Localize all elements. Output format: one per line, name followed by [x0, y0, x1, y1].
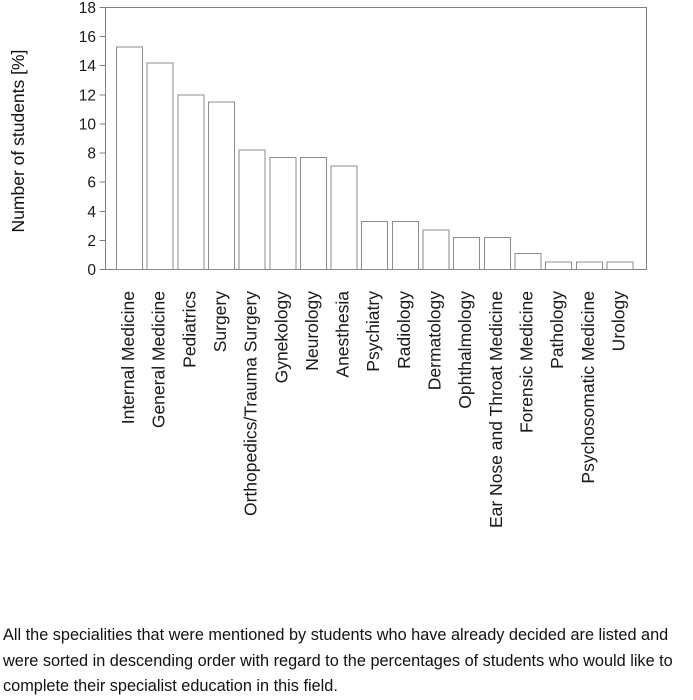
x-axis-label: Pathology	[547, 291, 567, 369]
x-axis-label: Surgery	[210, 291, 230, 353]
bar	[514, 252, 542, 271]
bars-group	[116, 46, 634, 271]
bar-chart: 0 2 4 6 8 10 12 14 16 18 Internal Medicine General…	[8, 0, 647, 528]
bar	[545, 261, 573, 271]
bar	[606, 261, 634, 271]
bar	[330, 165, 358, 270]
x-axis-label: Psychosomatic Medicine	[578, 291, 598, 484]
bar	[361, 220, 389, 270]
x-axis-label: Urology	[608, 291, 628, 352]
x-axis-label: Pediatrics	[179, 291, 199, 368]
bar	[483, 236, 511, 271]
x-axis-label: Forensic Medicine	[516, 291, 536, 433]
x-axis-label: Gynekology	[271, 291, 291, 384]
bar	[453, 236, 481, 271]
figure-caption: All the specialities that were mentioned…	[3, 626, 673, 695]
bar	[238, 149, 266, 270]
y-tick-label: 18	[79, 0, 96, 17]
x-axis-label: Ear Nose and Throat Medicine	[486, 291, 506, 528]
x-axis-label: Anesthesia	[333, 291, 353, 378]
y-tick-label: 16	[79, 29, 96, 46]
bar	[116, 46, 143, 270]
bar	[391, 220, 419, 270]
y-tick-label: 4	[87, 204, 96, 221]
x-axis-label: General Medicine	[149, 291, 169, 428]
y-axis-title: Number of students [%]	[8, 50, 28, 233]
y-tick-label: 8	[87, 146, 96, 163]
y-tick-label: 6	[87, 175, 96, 192]
x-axis-label: Psychiatry	[363, 291, 383, 372]
x-axis-labels: Internal Medicine General Medicine Pediatr…	[118, 291, 628, 528]
bar	[207, 101, 235, 270]
x-axis-label: Ophthalmology	[455, 291, 475, 409]
x-axis-label: Radiology	[394, 291, 414, 369]
x-axis-label: Internal Medicine	[118, 291, 138, 424]
y-tick-label: 14	[79, 58, 97, 75]
y-tick-label: 10	[79, 116, 97, 133]
y-tick-label: 2	[87, 233, 96, 250]
bar	[299, 156, 327, 270]
y-axis-ticks: 0 2 4 6 8 10 12 14 16 18	[79, 0, 106, 279]
bar	[575, 261, 603, 271]
bar	[177, 94, 205, 271]
x-axis-label: Dermatology	[425, 291, 445, 390]
bar	[146, 62, 174, 270]
bar	[269, 156, 297, 270]
x-axis-label: Neurology	[302, 291, 322, 371]
y-tick-label: 0	[87, 262, 96, 279]
bar	[422, 229, 450, 270]
x-axis-label: Orthopedics/Trauma Surgery	[241, 291, 261, 516]
y-tick-label: 12	[79, 87, 96, 104]
